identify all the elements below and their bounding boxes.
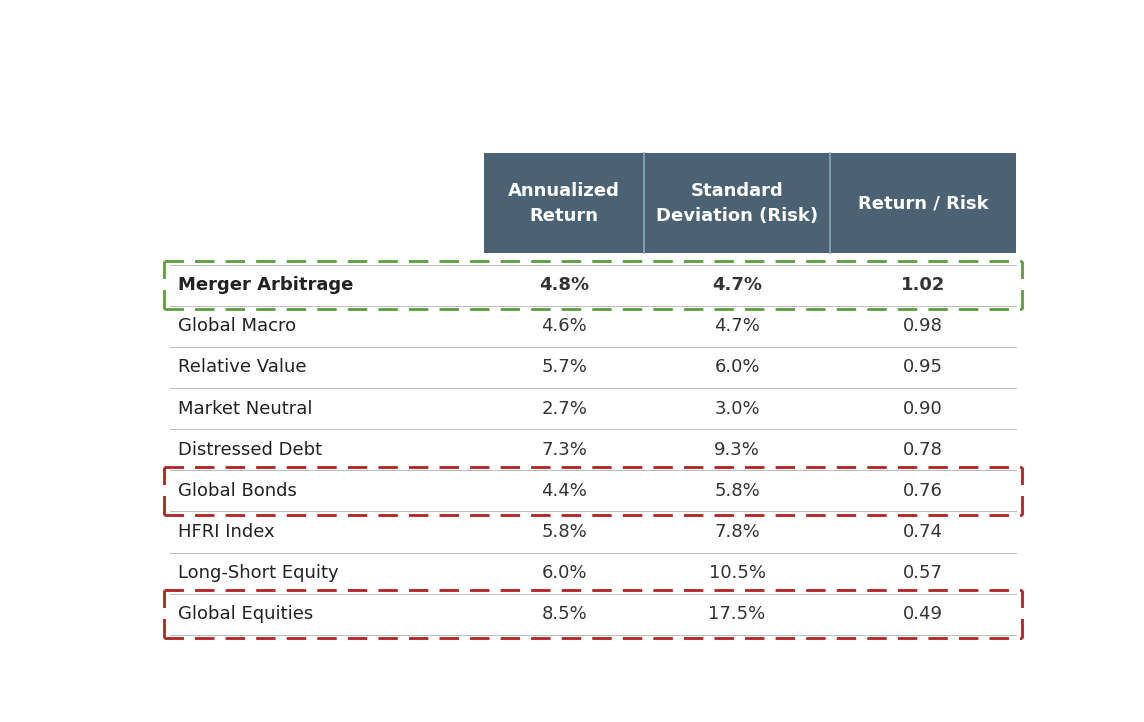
- Text: 7.3%: 7.3%: [541, 440, 587, 458]
- Text: Standard
Deviation (Risk): Standard Deviation (Risk): [656, 182, 818, 225]
- Text: 3.0%: 3.0%: [714, 399, 760, 417]
- Text: 0.78: 0.78: [904, 440, 943, 458]
- Text: 0.74: 0.74: [904, 523, 943, 541]
- Text: 0.49: 0.49: [904, 605, 943, 623]
- Text: Relative Value: Relative Value: [178, 358, 307, 376]
- Text: 5.8%: 5.8%: [541, 523, 587, 541]
- Text: 7.8%: 7.8%: [714, 523, 760, 541]
- Text: 5.8%: 5.8%: [714, 482, 760, 500]
- Text: 0.76: 0.76: [904, 482, 943, 500]
- Text: 17.5%: 17.5%: [708, 605, 765, 623]
- Text: 0.57: 0.57: [904, 564, 943, 582]
- Text: Distressed Debt: Distressed Debt: [178, 440, 323, 458]
- Text: 4.4%: 4.4%: [541, 482, 587, 500]
- Text: 9.3%: 9.3%: [714, 440, 760, 458]
- Text: 0.95: 0.95: [904, 358, 943, 376]
- Text: Long-Short Equity: Long-Short Equity: [178, 564, 339, 582]
- Text: 4.7%: 4.7%: [712, 276, 762, 294]
- FancyBboxPatch shape: [484, 153, 1016, 253]
- Text: Merger Arbitrage: Merger Arbitrage: [178, 276, 353, 294]
- Text: Global Bonds: Global Bonds: [178, 482, 297, 500]
- Text: Return / Risk: Return / Risk: [858, 194, 988, 212]
- Text: Global Equities: Global Equities: [178, 605, 313, 623]
- Text: 6.0%: 6.0%: [714, 358, 760, 376]
- Text: HFRI Index: HFRI Index: [178, 523, 275, 541]
- Text: 4.6%: 4.6%: [541, 317, 587, 335]
- Text: 4.7%: 4.7%: [714, 317, 760, 335]
- Text: 4.8%: 4.8%: [539, 276, 589, 294]
- Text: Global Macro: Global Macro: [178, 317, 296, 335]
- Text: Annualized
Return: Annualized Return: [508, 182, 620, 225]
- Text: 8.5%: 8.5%: [541, 605, 587, 623]
- Text: 10.5%: 10.5%: [708, 564, 765, 582]
- Text: 2.7%: 2.7%: [541, 399, 587, 417]
- Text: 1.02: 1.02: [901, 276, 945, 294]
- Text: 0.98: 0.98: [904, 317, 943, 335]
- Text: Market Neutral: Market Neutral: [178, 399, 313, 417]
- Text: 0.90: 0.90: [904, 399, 943, 417]
- Text: 5.7%: 5.7%: [541, 358, 587, 376]
- Text: 6.0%: 6.0%: [541, 564, 587, 582]
